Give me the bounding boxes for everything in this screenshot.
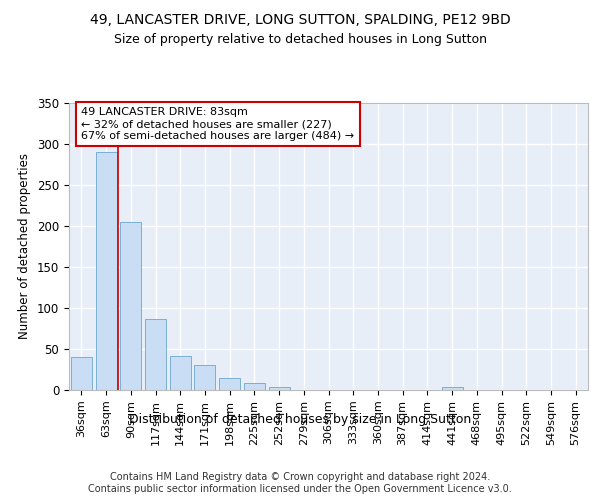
Bar <box>120 222 141 390</box>
Text: Size of property relative to detached houses in Long Sutton: Size of property relative to detached ho… <box>113 32 487 46</box>
Text: Contains public sector information licensed under the Open Government Licence v3: Contains public sector information licen… <box>88 484 512 494</box>
Bar <box>244 384 265 390</box>
Bar <box>219 378 240 390</box>
Bar <box>71 357 92 390</box>
Text: 49 LANCASTER DRIVE: 83sqm
← 32% of detached houses are smaller (227)
67% of semi: 49 LANCASTER DRIVE: 83sqm ← 32% of detac… <box>82 108 355 140</box>
Bar <box>442 386 463 390</box>
Text: Distribution of detached houses by size in Long Sutton: Distribution of detached houses by size … <box>129 412 471 426</box>
Y-axis label: Number of detached properties: Number of detached properties <box>19 153 31 340</box>
Text: Contains HM Land Registry data © Crown copyright and database right 2024.: Contains HM Land Registry data © Crown c… <box>110 472 490 482</box>
Bar <box>170 356 191 390</box>
Bar <box>269 386 290 390</box>
Bar <box>95 152 116 390</box>
Bar <box>194 366 215 390</box>
Text: 49, LANCASTER DRIVE, LONG SUTTON, SPALDING, PE12 9BD: 49, LANCASTER DRIVE, LONG SUTTON, SPALDI… <box>89 12 511 26</box>
Bar <box>145 318 166 390</box>
